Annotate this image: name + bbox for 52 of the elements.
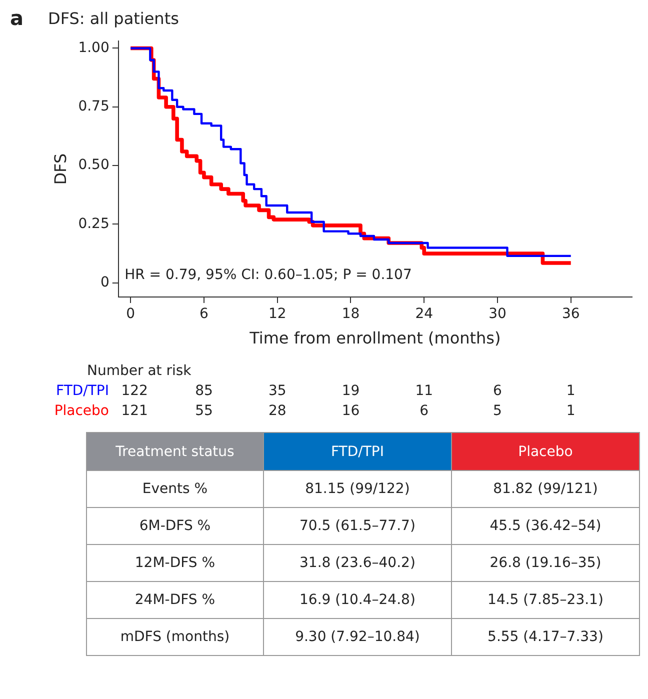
text: 70.5 (61.5–77.7) — [263, 508, 452, 544]
text: 5.55 (4.17–7.33) — [451, 618, 640, 656]
text: FTD/TPI — [263, 432, 452, 470]
text: 55 — [195, 403, 213, 419]
text: Placebo — [451, 432, 640, 470]
text: 12M-DFS % — [86, 544, 264, 582]
annotation: HR = 0.79, 95% CI: 0.60–1.05; P = 0.107 — [124, 266, 412, 283]
text: 35 — [268, 383, 286, 399]
x-axis-title: Time from enrollment (months) — [248, 328, 501, 348]
x-tick-label: 24 — [415, 306, 434, 322]
chart-title: DFS: all patients — [48, 8, 179, 28]
text: 19 — [342, 383, 360, 399]
x-tick-label: 12 — [268, 306, 286, 322]
text: 28 — [268, 403, 286, 419]
text: FTD/TPI — [56, 383, 109, 399]
text: 16.9 (10.4–24.8) — [263, 582, 452, 618]
text: 14.5 (7.85–23.1) — [451, 582, 640, 618]
text: 9.30 (7.92–10.84) — [263, 618, 452, 656]
y-tick-label: 0.25 — [78, 216, 110, 232]
text: 122 — [121, 383, 148, 399]
text: 6 — [493, 383, 502, 399]
x-tick-label: 6 — [200, 306, 209, 322]
text: 6M-DFS % — [86, 508, 264, 544]
text: mDFS (months) — [86, 618, 264, 656]
text: 81.82 (99/121) — [451, 470, 640, 508]
text: 1 — [566, 403, 576, 419]
text: 16 — [342, 403, 360, 419]
text: 85 — [195, 383, 213, 399]
y-tick-label: 0 — [100, 274, 110, 291]
y-axis-title: DFS — [50, 153, 70, 185]
text: 5 — [493, 403, 502, 419]
text: 24M-DFS % — [86, 582, 264, 618]
text: 6 — [420, 403, 429, 419]
text: Events % — [86, 470, 264, 508]
text: 11 — [415, 383, 434, 399]
text: a — [10, 6, 24, 30]
y-tick-label: 1.00 — [78, 40, 110, 56]
text: Number at risk — [87, 363, 192, 379]
text: 81.15 (99/122) — [263, 470, 452, 508]
x-tick-label: 18 — [342, 306, 360, 322]
text: 121 — [121, 403, 148, 419]
text: Placebo — [54, 403, 109, 419]
x-tick-label: 30 — [488, 306, 506, 322]
y-tick-label: 0.50 — [78, 157, 110, 174]
text: 1 — [566, 383, 576, 399]
text: 45.5 (36.42–54) — [451, 508, 640, 544]
text: 26.8 (19.16–35) — [451, 544, 640, 582]
text: Treatment status — [86, 432, 264, 470]
y-tick-label: 0.75 — [78, 98, 110, 115]
text: 31.8 (23.6–40.2) — [263, 544, 452, 582]
x-tick-label: 0 — [126, 306, 136, 322]
x-tick-label: 36 — [562, 306, 580, 322]
